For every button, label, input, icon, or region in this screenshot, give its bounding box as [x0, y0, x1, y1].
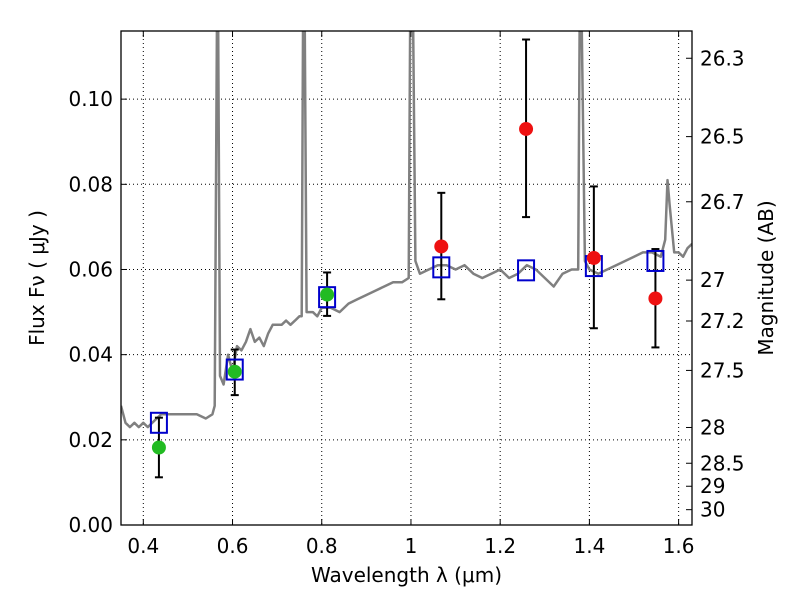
x-tick-label: 0.6	[217, 534, 249, 558]
model-box	[225, 358, 244, 381]
y-axis-label: Flux Fν ( μJy )	[25, 210, 49, 346]
y2-tick-label: 29	[700, 474, 725, 498]
green-point	[227, 364, 242, 379]
y-tick-label: 0.00	[68, 513, 113, 537]
y2-tick-label: 27.2	[700, 309, 745, 333]
y-tick-label: 0.02	[68, 428, 113, 452]
green-point	[320, 287, 335, 302]
y2-tick-label: 28.5	[700, 451, 745, 475]
x-tick-label: 0.4	[127, 534, 159, 558]
model-box	[432, 256, 451, 279]
y2-tick-label: 26.7	[700, 190, 745, 214]
plot-frame	[120, 30, 693, 526]
x-tick-label: 1.6	[663, 534, 695, 558]
model-box	[517, 259, 536, 282]
red-point	[519, 121, 534, 136]
x-axis-label: Wavelength λ (μm)	[311, 563, 502, 587]
model-box	[318, 286, 337, 309]
model-box	[149, 411, 168, 434]
y2-tick-label: 30	[700, 498, 725, 522]
red-point	[648, 291, 663, 306]
green-point	[151, 440, 166, 455]
red-point	[434, 239, 449, 254]
y2-tick-label: 27	[700, 268, 725, 292]
model-box	[646, 249, 665, 272]
y2-axis-label: Magnitude (AB)	[754, 200, 778, 355]
x-tick-label: 1.4	[573, 534, 605, 558]
red-point	[586, 250, 601, 265]
y2-tick-label: 26.3	[700, 46, 745, 70]
x-tick-label: 0.8	[306, 534, 338, 558]
y-tick-label: 0.08	[68, 172, 113, 196]
x-tick-label: 1	[405, 534, 418, 558]
spectrum-line	[121, 31, 692, 429]
y-tick-label: 0.04	[68, 343, 113, 367]
x-tick-label: 1.2	[484, 534, 516, 558]
y2-tick-label: 26.5	[700, 125, 745, 149]
y-tick-label: 0.06	[68, 257, 113, 281]
y2-tick-label: 28	[700, 415, 725, 439]
y-tick-label: 0.10	[68, 87, 113, 111]
y2-tick-label: 27.5	[700, 358, 745, 382]
